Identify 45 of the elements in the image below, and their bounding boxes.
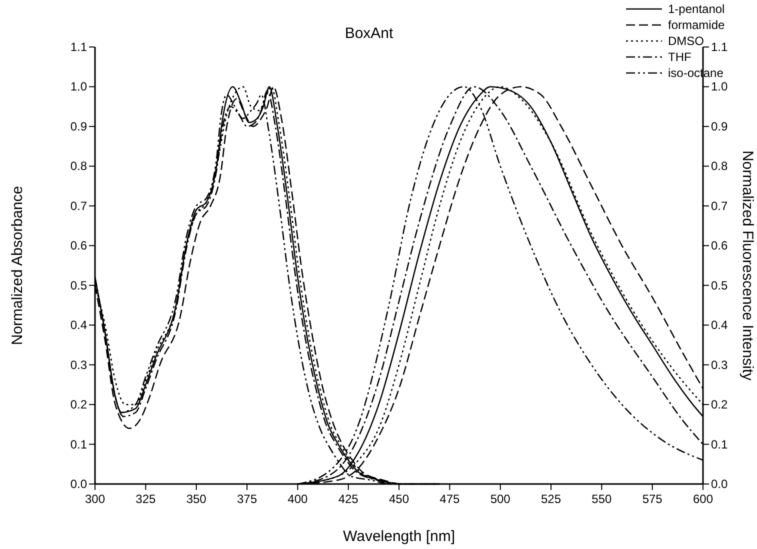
y-axis-title: Normalized Absorbance [9, 186, 26, 346]
y2-tick-label: 1.0 [711, 80, 728, 94]
chart-title: BoxAnt [344, 25, 394, 42]
x-tick-label: 450 [388, 492, 410, 506]
y2-axis-title: Normalized Fluorescence Intensity [739, 150, 756, 382]
y-tick-label: 1.0 [70, 80, 88, 94]
x-tick-label: 500 [490, 492, 511, 506]
x-tick-label: 325 [136, 492, 156, 506]
y2-tick-label: 0.7 [711, 198, 728, 213]
y2-tick-label: 0.1 [711, 437, 728, 452]
y-tick-label: 0.0 [70, 477, 88, 491]
y-tick-label: 0.2 [70, 398, 88, 412]
x-tick-label: 300 [84, 492, 106, 506]
y2-tick-label: 0.2 [711, 398, 728, 412]
x-tick-label: 425 [338, 492, 359, 506]
y2-tick-label: 0.0 [711, 477, 728, 491]
x-tick-label: 550 [592, 492, 612, 506]
y-tick-label: 0.8 [70, 159, 88, 174]
y2-tick-label: 0.5 [711, 278, 728, 292]
y2-tick-label: 0.3 [711, 358, 728, 372]
legend-label: formamide [668, 18, 726, 32]
legend-label: DMSO [668, 34, 704, 48]
y2-tick-label: 1.1 [711, 40, 728, 54]
x-tick-label: 375 [236, 492, 258, 506]
y-tick-label: 0.1 [70, 437, 88, 452]
y-tick-label: 0.6 [70, 238, 88, 253]
y-tick-label: 1.1 [70, 40, 88, 54]
x-tick-label: 400 [288, 492, 308, 506]
y-tick-label: 0.9 [70, 119, 88, 134]
x-tick-label: 525 [540, 492, 562, 506]
y-tick-label: 0.3 [70, 358, 88, 372]
legend-label: THF [668, 50, 692, 64]
x-axis-title: Wavelength [nm] [343, 528, 455, 545]
x-tick-label: 575 [642, 492, 663, 506]
x-tick-label: 475 [440, 492, 460, 506]
x-tick-label: 350 [186, 492, 207, 506]
x-tick-label: 600 [692, 492, 714, 506]
legend-label: 1-pentanol [668, 2, 725, 16]
y2-tick-label: 0.4 [711, 318, 728, 332]
y-tick-label: 0.5 [70, 278, 88, 292]
y2-tick-label: 0.8 [711, 159, 728, 174]
y-tick-label: 0.4 [70, 318, 88, 332]
y2-tick-label: 0.9 [711, 119, 728, 134]
y2-tick-label: 0.6 [711, 238, 728, 253]
y-tick-label: 0.7 [70, 198, 88, 213]
